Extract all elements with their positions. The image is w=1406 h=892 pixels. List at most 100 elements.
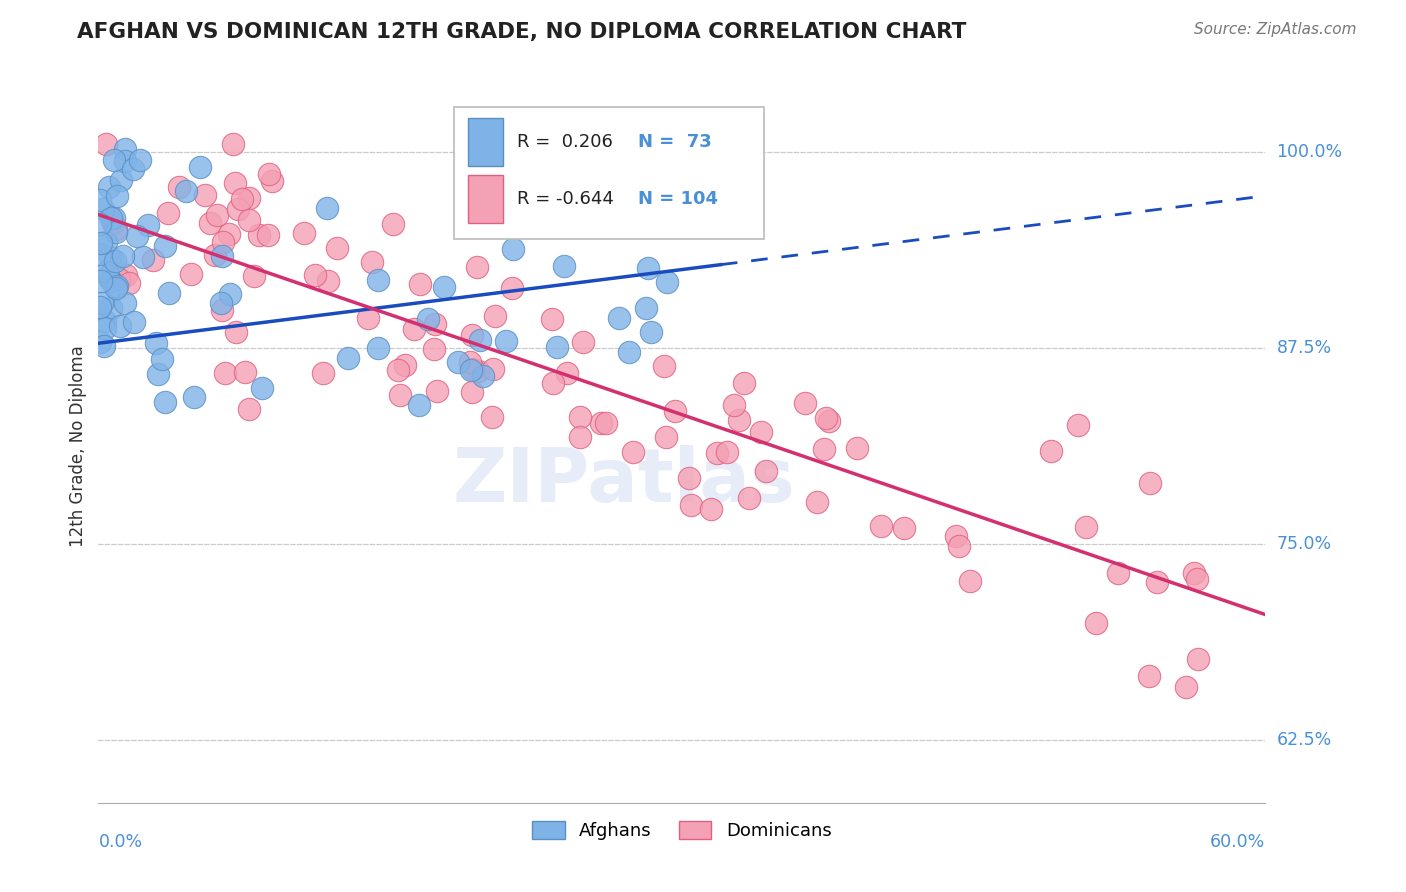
- Point: [1067, 417, 1090, 432]
- Bar: [468, 118, 503, 167]
- Point: [89, 193, 111, 207]
- Point: [636, 301, 658, 315]
- Point: [103, 153, 125, 168]
- Point: [91, 202, 114, 216]
- Point: [541, 312, 564, 326]
- Point: [110, 173, 132, 187]
- Point: [114, 153, 136, 168]
- Point: [292, 226, 315, 240]
- Point: [418, 312, 440, 326]
- Point: [571, 335, 593, 350]
- Point: [231, 192, 253, 206]
- Point: [814, 411, 837, 425]
- Point: [174, 184, 197, 198]
- Point: [211, 249, 233, 263]
- Point: [89, 300, 111, 314]
- Point: [706, 446, 728, 460]
- Point: [948, 539, 970, 553]
- Point: [460, 328, 482, 343]
- Point: [589, 416, 612, 430]
- Point: [1076, 519, 1098, 533]
- Text: R =  0.206: R = 0.206: [517, 133, 613, 151]
- Point: [793, 395, 815, 409]
- Point: [621, 445, 644, 459]
- Point: [96, 265, 118, 279]
- Point: [224, 176, 246, 190]
- Point: [1139, 476, 1161, 491]
- Point: [637, 260, 659, 275]
- Point: [233, 365, 256, 379]
- Point: [447, 354, 470, 368]
- Point: [367, 273, 389, 287]
- Text: AFGHAN VS DOMINICAN 12TH GRADE, NO DIPLOMA CORRELATION CHART: AFGHAN VS DOMINICAN 12TH GRADE, NO DIPLO…: [77, 22, 967, 42]
- Point: [114, 142, 136, 156]
- Point: [481, 410, 503, 425]
- Point: [110, 319, 132, 334]
- Point: [846, 442, 869, 456]
- Point: [1187, 652, 1209, 666]
- Point: [100, 211, 122, 226]
- Point: [100, 301, 122, 315]
- Legend: Afghans, Dominicans: Afghans, Dominicans: [524, 814, 839, 847]
- Point: [1084, 615, 1107, 630]
- Point: [226, 202, 249, 217]
- Point: [472, 369, 495, 384]
- Point: [460, 363, 482, 377]
- Point: [727, 413, 749, 427]
- Text: R = -0.644: R = -0.644: [517, 190, 614, 208]
- Point: [387, 363, 409, 377]
- Point: [219, 286, 242, 301]
- Point: [394, 358, 416, 372]
- Point: [733, 376, 755, 390]
- Point: [129, 153, 152, 168]
- Point: [738, 491, 761, 506]
- Point: [150, 351, 173, 366]
- Point: [959, 574, 981, 589]
- Point: [89, 334, 111, 349]
- Point: [105, 189, 128, 203]
- Point: [367, 341, 389, 355]
- Point: [98, 179, 121, 194]
- Point: [153, 239, 176, 253]
- Point: [1174, 680, 1197, 694]
- Y-axis label: 12th Grade, No Diploma: 12th Grade, No Diploma: [69, 345, 87, 547]
- Point: [103, 211, 125, 225]
- Point: [595, 417, 617, 431]
- Text: 87.5%: 87.5%: [1277, 339, 1331, 357]
- Point: [257, 227, 280, 242]
- Point: [211, 303, 233, 318]
- Point: [218, 227, 240, 241]
- Point: [97, 269, 120, 284]
- Text: ZIPatlas: ZIPatlas: [453, 445, 794, 518]
- Point: [426, 384, 449, 398]
- Point: [484, 310, 506, 324]
- Point: [467, 364, 489, 378]
- Point: [100, 274, 122, 288]
- Point: [94, 137, 117, 152]
- Text: 0.0%: 0.0%: [98, 833, 142, 851]
- Point: [247, 228, 270, 243]
- Point: [652, 359, 675, 373]
- Point: [124, 315, 146, 329]
- Text: 62.5%: 62.5%: [1277, 731, 1331, 749]
- Point: [326, 241, 349, 255]
- Point: [157, 286, 180, 301]
- Point: [461, 362, 484, 376]
- Point: [336, 351, 359, 365]
- Text: 60.0%: 60.0%: [1211, 833, 1265, 851]
- Point: [194, 188, 217, 202]
- Bar: [468, 175, 503, 223]
- Point: [89, 217, 111, 231]
- Point: [749, 425, 772, 439]
- Point: [238, 212, 260, 227]
- Point: [409, 277, 432, 291]
- Point: [156, 206, 179, 220]
- Point: [1185, 572, 1208, 586]
- Point: [115, 268, 138, 282]
- Point: [121, 162, 143, 177]
- Point: [569, 409, 592, 424]
- Point: [755, 464, 778, 478]
- Point: [214, 367, 236, 381]
- Point: [382, 217, 405, 231]
- Point: [204, 248, 226, 262]
